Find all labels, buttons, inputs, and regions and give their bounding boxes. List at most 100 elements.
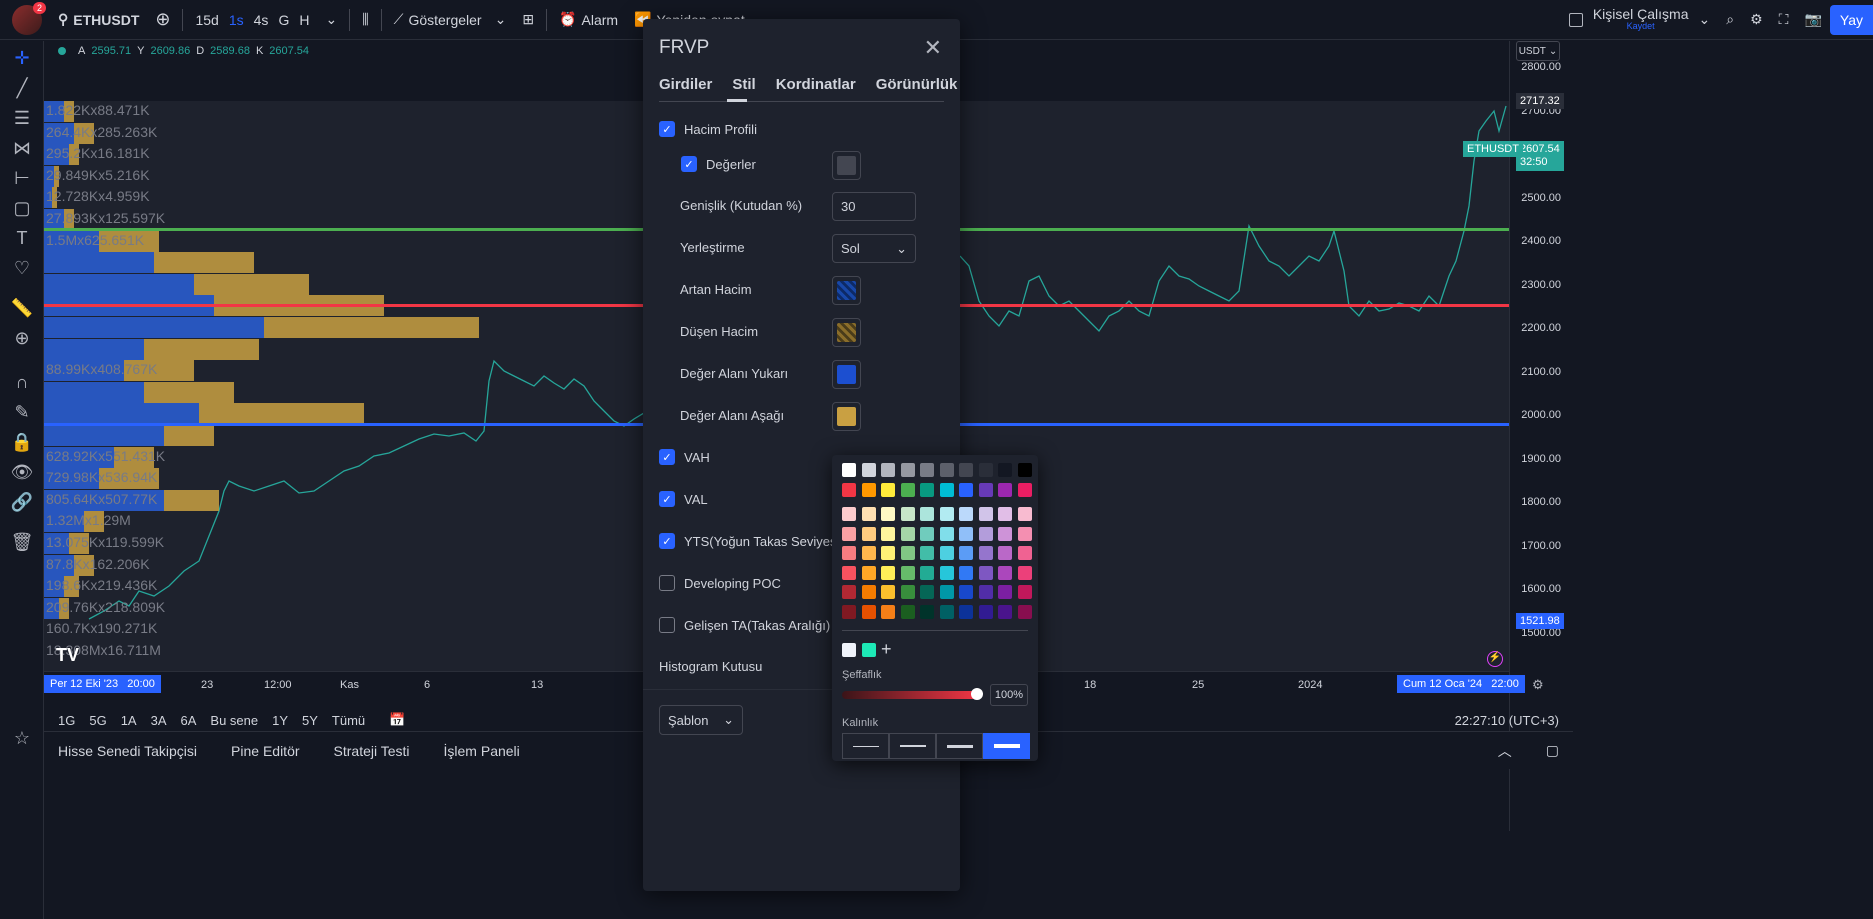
color-swatch[interactable] — [939, 482, 954, 497]
interval-4s[interactable]: 4s — [253, 11, 269, 28]
interval-g[interactable]: G — [278, 11, 290, 28]
publish-button[interactable]: Yay — [1829, 4, 1873, 35]
color-swatch[interactable] — [881, 526, 895, 541]
va-down-swatch[interactable] — [832, 402, 861, 431]
color-swatch[interactable] — [998, 463, 1012, 477]
values-checkbox[interactable]: ✓ — [681, 156, 697, 172]
period-all[interactable]: Tümü — [331, 712, 366, 728]
ruler-icon[interactable]: 📏 — [10, 297, 34, 318]
color-swatch[interactable] — [842, 526, 856, 541]
tab-visibility[interactable]: Görünürlük — [875, 76, 958, 93]
quick-search-button[interactable]: ⌕ — [1718, 0, 1742, 40]
heart-icon[interactable]: ♡ — [13, 257, 31, 278]
color-swatch[interactable] — [861, 507, 876, 521]
color-swatch[interactable] — [900, 585, 915, 599]
workspace-button[interactable]: Kişisel Çalışma Kaydet ⌄ — [1561, 0, 1718, 40]
color-swatch[interactable] — [978, 546, 993, 560]
color-swatch[interactable] — [881, 482, 895, 497]
color-swatch[interactable] — [1017, 604, 1032, 619]
color-swatch[interactable] — [842, 604, 856, 619]
color-swatch[interactable] — [939, 507, 954, 521]
color-swatch[interactable] — [900, 507, 915, 521]
color-swatch[interactable] — [881, 507, 895, 521]
color-swatch[interactable] — [939, 463, 954, 477]
currency-select[interactable]: USDT ⌄ — [1516, 41, 1560, 61]
color-swatch[interactable] — [939, 604, 954, 619]
clock[interactable]: 22:27:10 (UTC+3) — [1454, 712, 1559, 728]
thickness-4[interactable] — [983, 733, 1030, 759]
color-swatch[interactable] — [861, 463, 876, 477]
color-swatch[interactable] — [939, 585, 954, 599]
custom-color-teal[interactable] — [862, 643, 876, 657]
period-1a[interactable]: 1A — [120, 712, 137, 728]
color-swatch[interactable] — [959, 546, 973, 560]
color-swatch[interactable] — [1017, 565, 1032, 580]
alarm-button[interactable]: ⏰ Alarm — [551, 0, 626, 40]
tab-inputs[interactable]: Girdiler — [659, 76, 713, 93]
magnet-icon[interactable]: ∩ — [15, 371, 29, 392]
color-swatch[interactable] — [959, 565, 973, 580]
color-swatch[interactable] — [978, 526, 993, 541]
color-swatch[interactable] — [920, 565, 934, 580]
period-5y[interactable]: 5Y — [302, 712, 318, 728]
visibility-dot-icon[interactable] — [58, 47, 66, 55]
color-swatch[interactable] — [900, 565, 915, 580]
opacity-slider[interactable] — [842, 688, 983, 700]
color-swatch[interactable] — [1017, 546, 1032, 560]
color-swatch[interactable] — [959, 526, 973, 541]
lock-icon[interactable]: 🔒 — [10, 431, 34, 452]
interval-h[interactable]: H — [299, 11, 310, 28]
color-swatch[interactable] — [1017, 585, 1032, 599]
collapse-icon[interactable]: ︿ — [1497, 742, 1512, 759]
lightning-icon[interactable]: ⚡ — [1487, 651, 1503, 667]
down-volume-swatch[interactable] — [832, 318, 861, 347]
color-swatch[interactable] — [842, 507, 856, 521]
add-color-icon[interactable]: + — [881, 639, 892, 659]
color-swatch[interactable] — [939, 546, 954, 560]
color-swatch[interactable] — [842, 463, 856, 477]
placement-select[interactable]: Sol ⌄ — [832, 234, 916, 263]
thickness-1[interactable] — [842, 733, 889, 759]
settings-button[interactable]: ⚙ — [1742, 0, 1771, 40]
chart-type-button[interactable]: ⫼ — [354, 0, 376, 40]
color-swatch[interactable] — [881, 565, 895, 580]
color-swatch[interactable] — [881, 604, 895, 619]
link-icon[interactable]: 🔗 — [10, 491, 34, 512]
text-icon[interactable]: T — [16, 227, 28, 248]
dev-poc-checkbox[interactable] — [659, 575, 675, 591]
zoom-in-icon[interactable]: ⊕ — [14, 327, 30, 348]
color-swatch[interactable] — [920, 463, 934, 477]
color-swatch[interactable] — [920, 526, 934, 541]
color-swatch[interactable] — [842, 546, 856, 560]
compare-button[interactable]: ⊕ — [147, 0, 178, 40]
eye-icon[interactable]: 👁 — [10, 461, 34, 482]
color-swatch[interactable] — [900, 604, 915, 619]
color-swatch[interactable] — [842, 482, 856, 497]
val-checkbox[interactable]: ✓ — [659, 491, 675, 507]
color-swatch[interactable] — [861, 585, 876, 599]
shape-icon[interactable]: ▢ — [13, 197, 31, 218]
color-swatch[interactable] — [842, 585, 856, 599]
fullscreen-button[interactable]: ⛶ — [1771, 0, 1797, 40]
tab-trading-panel[interactable]: İşlem Paneli — [443, 742, 520, 759]
color-swatch[interactable] — [861, 565, 876, 580]
color-swatch[interactable] — [1017, 526, 1032, 541]
color-swatch[interactable] — [881, 546, 895, 560]
color-swatch[interactable] — [998, 565, 1012, 580]
color-swatch[interactable] — [1017, 482, 1032, 497]
period-1y[interactable]: 1Y — [272, 712, 289, 728]
color-swatch[interactable] — [939, 526, 954, 541]
color-swatch[interactable] — [861, 482, 876, 497]
up-volume-swatch[interactable] — [832, 276, 861, 305]
avatar[interactable]: 2 — [12, 1, 46, 35]
opacity-handle[interactable] — [971, 688, 983, 700]
star-icon[interactable]: ☆ — [13, 727, 31, 748]
color-swatch[interactable] — [900, 526, 915, 541]
prediction-icon[interactable]: ⊢ — [14, 167, 30, 188]
va-up-swatch[interactable] — [832, 360, 861, 389]
color-swatch[interactable] — [861, 546, 876, 560]
color-swatch[interactable] — [900, 482, 915, 497]
poc-checkbox[interactable]: ✓ — [659, 533, 675, 549]
color-swatch[interactable] — [978, 463, 993, 477]
color-swatch[interactable] — [978, 565, 993, 580]
